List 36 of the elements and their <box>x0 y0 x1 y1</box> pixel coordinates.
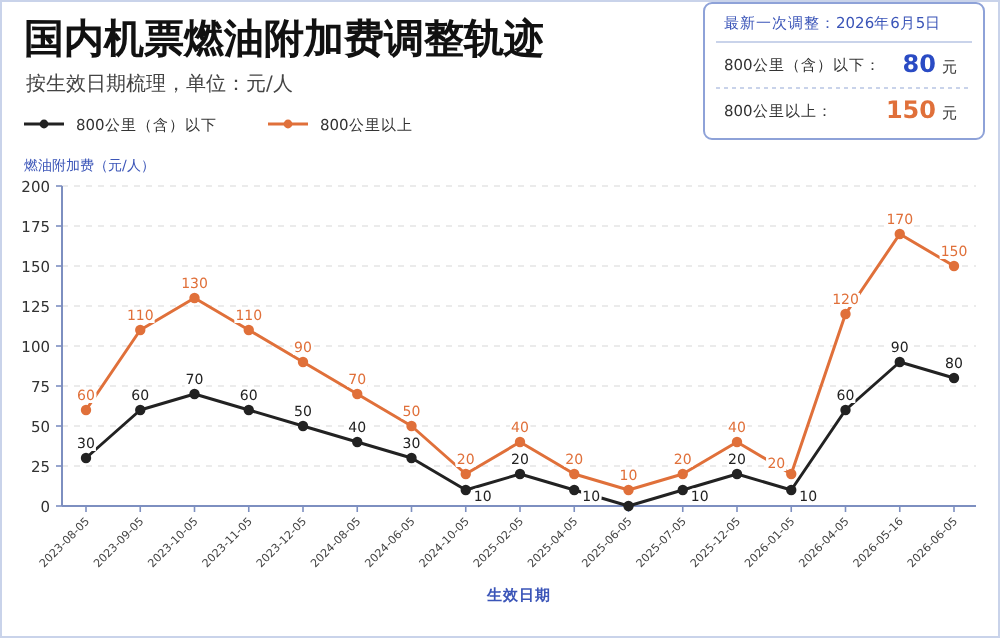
point <box>731 436 743 448</box>
point <box>514 468 526 480</box>
point <box>135 324 146 336</box>
point <box>189 292 200 304</box>
point <box>623 484 634 496</box>
point <box>894 356 905 368</box>
point <box>135 404 146 416</box>
point <box>569 468 580 480</box>
point <box>948 372 960 384</box>
point <box>514 436 526 448</box>
point <box>352 436 363 448</box>
chart-subtitle: 按生效日期梳理，单位：元/人 <box>26 72 293 96</box>
point <box>189 388 200 400</box>
point <box>460 468 471 480</box>
point <box>840 404 851 416</box>
point <box>677 468 688 480</box>
point <box>80 404 92 416</box>
point <box>569 484 580 496</box>
point <box>297 356 309 368</box>
point <box>406 452 417 464</box>
point <box>786 468 797 480</box>
point <box>352 388 363 400</box>
point <box>297 420 309 432</box>
point <box>948 260 960 272</box>
point <box>243 324 254 336</box>
point <box>406 420 417 432</box>
point <box>460 484 471 496</box>
point <box>840 308 851 320</box>
point <box>80 452 92 464</box>
point <box>894 228 905 240</box>
point <box>677 484 688 496</box>
point <box>731 468 743 480</box>
chart-title: 国内机票燃油附加费调整轨迹 <box>24 14 544 62</box>
point <box>623 500 634 512</box>
point <box>786 484 797 496</box>
point <box>243 404 254 416</box>
